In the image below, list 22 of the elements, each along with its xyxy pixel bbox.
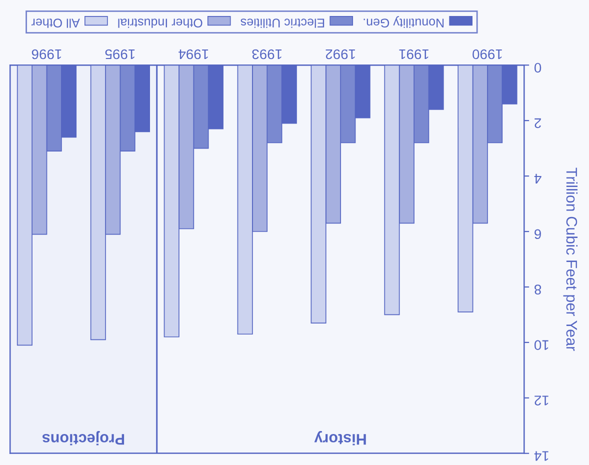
legend-label: All Other [32,18,80,28]
y-tick-label: 10 [534,340,548,350]
y-tick-label: 8 [534,284,542,295]
legend-label: Nonutility Gen. [364,16,444,28]
y-tick-label: 12 [534,396,548,406]
x-tick-label: 1991 [399,49,428,60]
y-tick-label: 6 [534,229,541,240]
y-axis-title: Trillion Cubic Feet per Year [563,168,578,351]
x-tick-label: 1993 [252,49,282,60]
y-tick-label: 0 [534,62,542,73]
y-tick-label: 4 [534,174,542,184]
x-tick-label: 1992 [326,49,355,60]
x-tick-label: 1994 [178,49,208,60]
y-tick-label: 14 [534,451,548,461]
legend-label: Electric Utilities [240,18,324,28]
x-tick-label: 1990 [472,49,502,60]
legend-label: Other Industrial [118,18,202,28]
band-label: History [314,431,366,446]
x-tick-label: 1995 [105,49,135,60]
band-label: Projections [42,431,124,446]
y-tick-label: 2 [534,118,541,128]
x-tick-label: 1996 [32,49,62,60]
